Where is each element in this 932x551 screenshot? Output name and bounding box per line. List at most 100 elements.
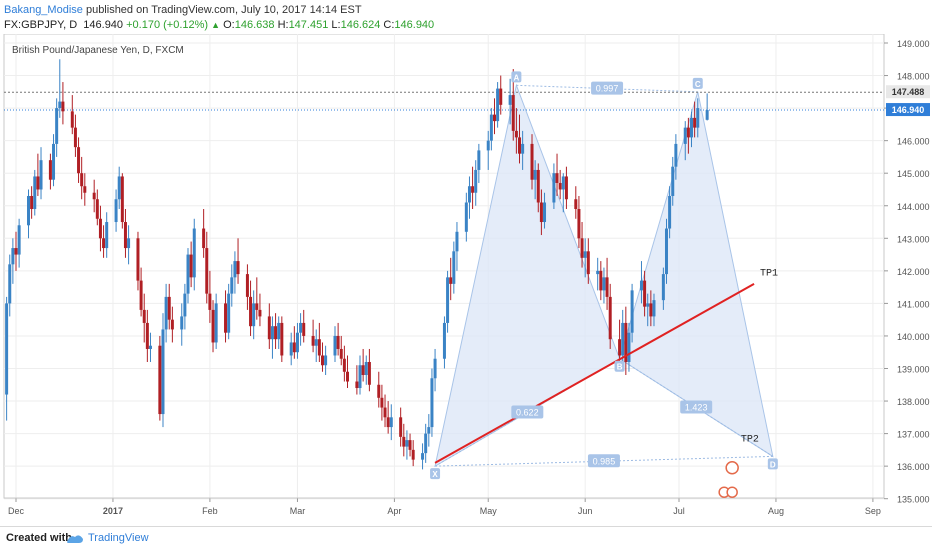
candle: [580, 238, 584, 258]
candle: [690, 117, 694, 138]
y-tick-label: 136.000: [897, 462, 930, 472]
candle: [358, 365, 362, 389]
candle: [336, 335, 340, 349]
ratio-label: 0.622: [516, 407, 539, 417]
candle: [577, 209, 581, 239]
candle: [92, 192, 96, 200]
candle: [83, 186, 87, 193]
price-chart[interactable]: 135.000 136.000 137.000 138.000 139.000 140.0…: [0, 34, 932, 526]
point-label-bg: [767, 458, 778, 470]
candle: [236, 261, 240, 275]
candle: [145, 322, 149, 349]
candle: [521, 143, 525, 154]
candle: [602, 277, 606, 291]
event-marker-icon: [726, 486, 738, 498]
candle: [408, 440, 412, 450]
price-badge-bg: [886, 103, 930, 117]
candle: [255, 303, 259, 310]
candle: [61, 101, 65, 112]
candle: [543, 202, 547, 223]
candle: [127, 238, 131, 249]
candle: [324, 355, 328, 366]
candle: [555, 173, 559, 183]
symbol-label[interactable]: FX:GBPJPY, D: [4, 19, 78, 31]
candle: [70, 111, 74, 128]
candle: [14, 248, 18, 255]
candle: [95, 199, 99, 219]
candle: [292, 342, 296, 353]
candle: [624, 322, 628, 362]
y-tick-label: 138.000: [897, 397, 930, 407]
x-tick-label: 2017: [103, 506, 123, 516]
y-tick-label: 141.000: [897, 299, 930, 309]
y-tick-label: 140.000: [897, 332, 930, 342]
candle: [661, 274, 665, 301]
ratio-label-bg: [591, 81, 624, 95]
candle: [686, 127, 690, 138]
candle: [148, 345, 152, 349]
candle: [586, 251, 590, 275]
candle: [442, 322, 446, 359]
y-tick-label: 145.000: [897, 169, 930, 179]
point-label: B: [617, 363, 623, 372]
point-label-bg: [430, 468, 441, 480]
candle: [205, 248, 209, 294]
candle: [533, 169, 537, 180]
quote-line: FX:GBPJPY, D 146.940 +0.170 (+0.12%) ▲ O…: [4, 19, 434, 31]
point-label: X: [432, 470, 438, 479]
y-tick-label: 146.000: [897, 137, 930, 147]
candle: [646, 303, 650, 307]
candle: [105, 222, 109, 249]
candle: [180, 316, 184, 330]
candle: [233, 261, 237, 278]
x-tick-label: Dec: [8, 506, 25, 516]
candle: [192, 228, 196, 278]
candle: [492, 114, 496, 122]
candle: [161, 329, 165, 415]
candle: [564, 176, 568, 200]
trendline: [434, 282, 755, 464]
candle: [295, 332, 299, 353]
point-label: A: [513, 73, 519, 82]
candle: [424, 433, 428, 454]
candle: [477, 150, 481, 170]
tp2-label: TP2: [741, 435, 759, 446]
candle: [446, 277, 450, 323]
y-tick-label: 137.000: [897, 430, 930, 440]
candle: [608, 296, 612, 340]
point-label-bg: [511, 71, 522, 83]
candle: [474, 169, 478, 193]
candle: [355, 381, 359, 389]
candle: [471, 186, 475, 193]
ratio-label: 0.997: [596, 84, 619, 94]
candle: [167, 296, 171, 320]
candle: [280, 322, 284, 356]
candle: [80, 173, 84, 187]
candle: [552, 173, 556, 203]
ratio-label-bg: [587, 454, 620, 468]
low-value: 146.624: [340, 19, 381, 31]
author-link[interactable]: Bakang_Modise: [4, 4, 83, 16]
candle: [189, 254, 193, 278]
tradingview-brand[interactable]: TradingView: [88, 532, 149, 544]
high-label: H:: [277, 19, 289, 31]
candle: [449, 277, 453, 284]
candle: [639, 280, 643, 291]
candle: [346, 371, 349, 382]
price-badge: 146.940: [892, 105, 925, 115]
candle: [511, 95, 515, 131]
x-tick-label: Mar: [290, 506, 306, 516]
candle: [120, 176, 124, 223]
y-tick-label: 148.000: [897, 72, 930, 82]
candle: [664, 228, 668, 275]
candle: [211, 309, 215, 343]
chart-header: Bakang_Modise published on TradingView.c…: [0, 0, 932, 34]
candle: [139, 280, 143, 310]
candle: [386, 417, 390, 428]
candle: [73, 127, 77, 148]
candle: [314, 339, 318, 346]
candle: [536, 169, 540, 203]
candle: [320, 355, 324, 366]
candle: [405, 440, 409, 447]
created-with-label: Created with: [6, 532, 73, 544]
